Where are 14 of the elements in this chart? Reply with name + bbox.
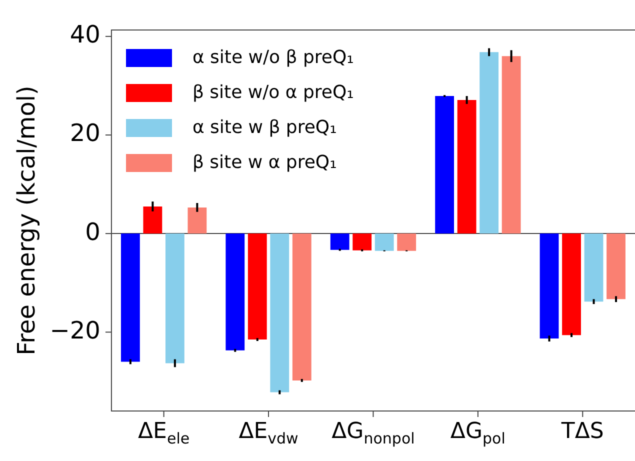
y-axis-title: Free energy (kcal/mol) [12,86,41,356]
y-tick-label: 40 [70,20,100,49]
legend-label: β site w α preQ₁ [192,152,337,173]
y-tick-label: 0 [85,218,100,246]
x-tick-label: ΔE$_{vdw}$ [238,419,298,448]
x-tick-label: ΔE$_{ele}$ [138,419,190,448]
y-tick-label: −20 [50,316,100,344]
legend-label: α site w β preQ₁ [192,117,337,138]
x-tick-label: TΔS [561,419,604,444]
x-tick-label: ΔG$_{pol}$ [450,419,506,448]
legend-label: α site w/o β preQ₁ [192,47,354,68]
y-tick-label: 20 [70,119,100,148]
x-tick-label: ΔG$_{nonpol}$ [332,419,415,448]
legend-label: β site w/o α preQ₁ [192,82,354,103]
